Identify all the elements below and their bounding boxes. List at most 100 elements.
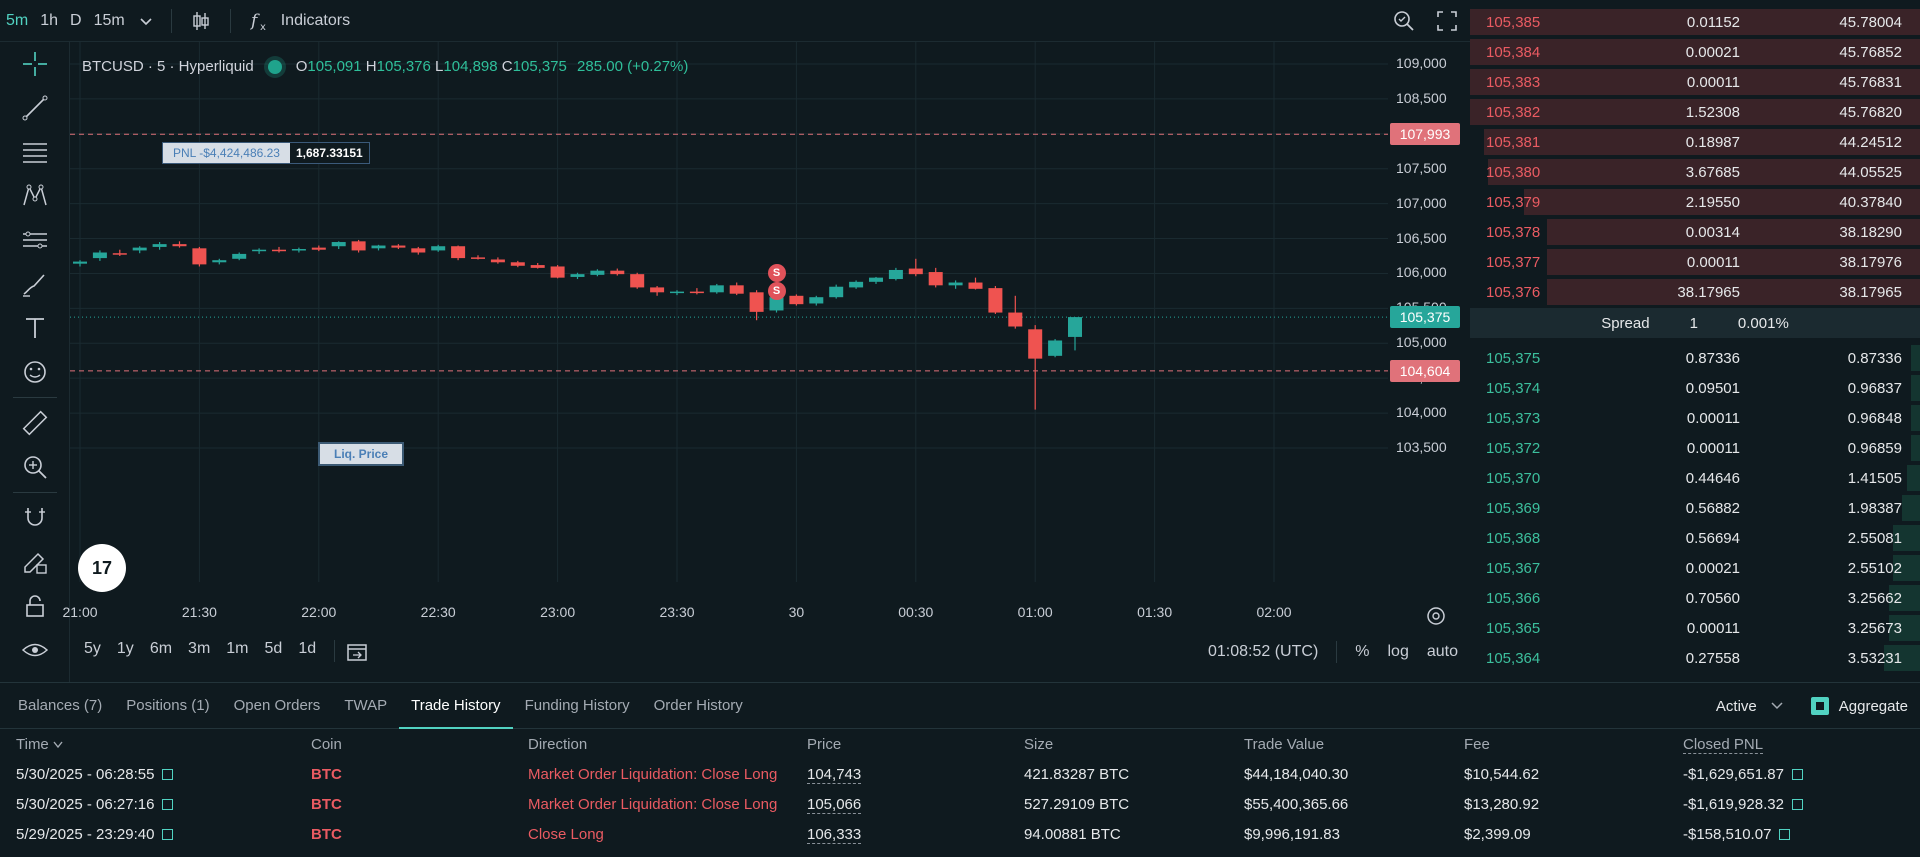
range-6m[interactable]: 6m xyxy=(149,640,173,657)
price-chart[interactable]: BTCUSD · 5 · Hyperliquid O105,091 H105,3… xyxy=(62,42,1470,682)
range-3m[interactable]: 3m xyxy=(188,640,211,657)
magnet-tool[interactable] xyxy=(0,496,69,540)
ask-row[interactable]: 105,377 0.00011 38.17976 xyxy=(1470,247,1920,277)
table-row[interactable]: 5/30/2025 - 06:28:55 BTC Market Order Liqu… xyxy=(0,759,1920,789)
trendline-tool[interactable] xyxy=(0,86,69,130)
sell-marker[interactable]: S xyxy=(767,264,786,283)
x-tick-label: 01:00 xyxy=(1017,604,1053,620)
tab-funding-history[interactable]: Funding History xyxy=(524,696,630,714)
external-link-icon[interactable] xyxy=(162,769,174,781)
bid-row[interactable]: 105,369 0.56882 1.98387 xyxy=(1470,493,1920,523)
book-price: 105,369 xyxy=(1486,499,1541,517)
external-link-icon[interactable] xyxy=(162,829,174,841)
ask-row[interactable]: 105,379 2.19550 40.37840 xyxy=(1470,187,1920,217)
cell-fee: $13,280.92 xyxy=(1464,795,1540,813)
tab-balances[interactable]: Balances (7) xyxy=(18,696,103,714)
search-icon[interactable] xyxy=(1392,9,1416,33)
position-pnl-label[interactable]: PNL -$4,424,486.23 1,687.33151 xyxy=(162,142,370,164)
candle-type-button[interactable] xyxy=(182,0,220,42)
text-tool[interactable] xyxy=(0,306,69,350)
pnl-price-tag[interactable]: 107,993 xyxy=(1390,123,1460,146)
timeframe-dropdown[interactable] xyxy=(131,0,161,42)
fib-tool[interactable] xyxy=(0,130,69,174)
depth-bar xyxy=(1893,525,1920,551)
ruler-tool[interactable] xyxy=(0,401,69,445)
footer-divider xyxy=(334,640,336,662)
y-tick-label: 108,500 xyxy=(1396,89,1447,106)
tool-divider xyxy=(12,492,57,493)
ask-row[interactable]: 105,384 0.00021 45.76852 xyxy=(1470,37,1920,67)
ask-row[interactable]: 105,385 0.01152 45.78004 xyxy=(1470,7,1920,37)
zoom-in-tool[interactable] xyxy=(0,445,69,489)
spread-percent: 0.001% xyxy=(1737,314,1789,332)
ask-row[interactable]: 105,378 0.00314 38.18290 xyxy=(1470,217,1920,247)
timeframe-15m[interactable]: 15m xyxy=(93,11,125,29)
sell-marker[interactable]: S xyxy=(767,281,786,300)
chart-canvas[interactable] xyxy=(70,42,1470,632)
external-link-icon[interactable] xyxy=(1791,799,1803,811)
tab-twap[interactable]: TWAP xyxy=(344,696,388,714)
utc-time[interactable]: 01:08:52 (UTC) xyxy=(1208,643,1319,660)
pattern-tool[interactable] xyxy=(0,174,69,218)
external-link-icon[interactable] xyxy=(162,799,174,811)
bid-row[interactable]: 105,373 0.00011 0.96848 xyxy=(1470,403,1920,433)
tab-positions[interactable]: Positions (1) xyxy=(126,696,210,714)
calendar-icon[interactable] xyxy=(345,640,369,664)
depth-bar xyxy=(1911,345,1920,371)
candle-down xyxy=(630,274,645,288)
bid-row[interactable]: 105,366 0.70560 3.25662 xyxy=(1470,583,1920,613)
range-1y[interactable]: 1y xyxy=(116,640,134,657)
range-1m[interactable]: 1m xyxy=(226,640,249,657)
ask-row[interactable]: 105,380 3.67685 44.05525 xyxy=(1470,157,1920,187)
range-5y[interactable]: 5y xyxy=(84,640,101,657)
settings-icon[interactable] xyxy=(1427,607,1445,625)
tab-open-orders[interactable]: Open Orders xyxy=(233,696,321,714)
range-1d[interactable]: 1d xyxy=(298,640,317,657)
liquidation-price-label[interactable]: Liq. Price xyxy=(318,442,405,466)
timeframe-d[interactable]: D xyxy=(70,11,82,29)
bid-row[interactable]: 105,374 0.09501 0.96837 xyxy=(1470,373,1920,403)
candle-down xyxy=(471,257,485,259)
bid-row[interactable]: 105,365 0.00011 3.25673 xyxy=(1470,613,1920,643)
ask-row[interactable]: 105,376 38.17965 38.17965 xyxy=(1470,277,1920,307)
filter-select[interactable]: Active xyxy=(1716,698,1783,715)
external-link-icon[interactable] xyxy=(1779,829,1791,841)
table-row[interactable]: 5/29/2025 - 23:29:40 BTC Close Long 106,333… xyxy=(0,819,1920,849)
ask-row[interactable]: 105,382 1.52308 45.76820 xyxy=(1470,97,1920,127)
bid-row[interactable]: 105,364 0.27558 3.53231 xyxy=(1470,643,1920,673)
emoji-tool[interactable] xyxy=(0,350,69,394)
magnet-icon xyxy=(25,508,45,526)
range-5d[interactable]: 5d xyxy=(264,640,283,657)
tab-trade-history[interactable]: Trade History xyxy=(399,683,513,729)
bid-row[interactable]: 105,375 0.87336 0.87336 xyxy=(1470,343,1920,373)
ask-row[interactable]: 105,383 0.00011 45.76831 xyxy=(1470,67,1920,97)
tradingview-logo[interactable]: 17 xyxy=(78,544,126,592)
last-price-tag[interactable]: 105,375 xyxy=(1390,306,1460,329)
bid-row[interactable]: 105,368 0.56694 2.55081 xyxy=(1470,523,1920,553)
footer-right: 01:08:52 (UTC) % log auto xyxy=(1208,632,1458,672)
book-total: 1.41505 xyxy=(1847,469,1902,487)
prediction-tool[interactable] xyxy=(0,218,69,262)
table-row[interactable]: 5/30/2025 - 06:27:16 BTC Market Order Liqu… xyxy=(0,789,1920,819)
ask-row[interactable]: 105,381 0.18987 44.24512 xyxy=(1470,127,1920,157)
auto-toggle[interactable]: auto xyxy=(1426,643,1458,660)
bid-row[interactable]: 105,367 0.00021 2.55102 xyxy=(1470,553,1920,583)
timeframe-5m[interactable]: 5m xyxy=(6,11,29,29)
liquidation-price-tag[interactable]: 104,604 xyxy=(1390,359,1460,382)
log-toggle[interactable]: log xyxy=(1387,643,1409,660)
eye-tool[interactable] xyxy=(0,628,69,672)
bid-row[interactable]: 105,372 0.00011 0.96859 xyxy=(1470,433,1920,463)
tab-order-history[interactable]: Order History xyxy=(653,696,743,714)
lock-tool[interactable] xyxy=(0,584,69,628)
crosshair-tool[interactable] xyxy=(0,42,69,86)
fullscreen-icon[interactable] xyxy=(1436,10,1458,32)
external-link-icon[interactable] xyxy=(1791,769,1803,781)
lock-drawing-tool[interactable] xyxy=(0,540,69,584)
aggregate-toggle[interactable]: Aggregate xyxy=(1810,697,1908,715)
brush-tool[interactable] xyxy=(0,262,69,306)
timeframe-1h[interactable]: 1h xyxy=(40,11,59,29)
percent-toggle[interactable]: % xyxy=(1355,643,1370,660)
bid-row[interactable]: 105,370 0.44646 1.41505 xyxy=(1470,463,1920,493)
col-time[interactable]: Time xyxy=(0,729,311,759)
